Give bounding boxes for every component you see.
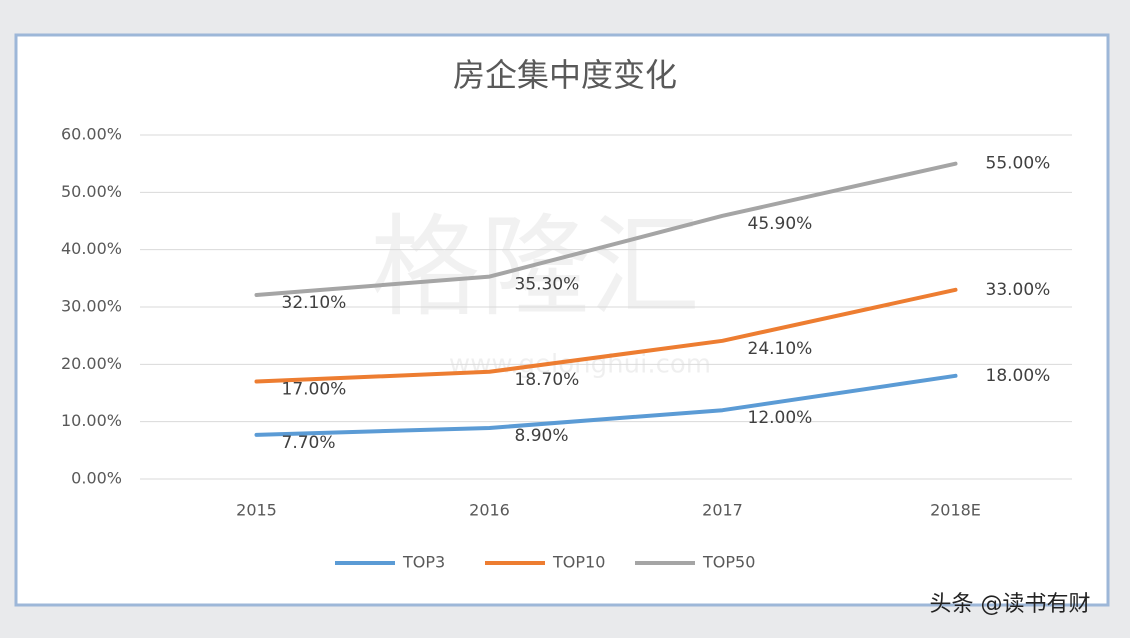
data-label: 18.70%	[515, 370, 580, 390]
legend-label: TOP10	[552, 553, 605, 572]
y-tick-label: 0.00%	[71, 469, 122, 488]
legend-label: TOP50	[702, 553, 755, 572]
line-series	[254, 287, 958, 384]
data-label: 45.90%	[748, 214, 813, 234]
data-label: 55.00%	[986, 154, 1051, 174]
data-label: 8.90%	[515, 426, 569, 446]
data-label: 12.00%	[748, 408, 813, 428]
y-tick-label: 40.00%	[61, 239, 122, 258]
y-tick-label: 30.00%	[61, 297, 122, 316]
data-label: 18.00%	[986, 366, 1051, 386]
x-tick-label: 2016	[469, 501, 510, 520]
data-label: 32.10%	[282, 293, 347, 313]
data-label: 7.70%	[282, 433, 336, 453]
y-tick-label: 60.00%	[61, 125, 122, 144]
line-series	[254, 161, 958, 297]
data-label: 17.00%	[282, 380, 347, 400]
x-tick-label: 2018E	[930, 501, 981, 520]
y-tick-label: 20.00%	[61, 354, 122, 373]
legend-label: TOP3	[402, 553, 445, 572]
watermark: 格隆汇	[370, 203, 700, 331]
y-tick-label: 10.00%	[61, 411, 122, 430]
x-tick-label: 2017	[702, 501, 743, 520]
x-tick-label: 2015	[236, 501, 277, 520]
chart-title: 房企集中度变化	[453, 56, 677, 94]
footer-credit: 头条 @读书有财	[930, 592, 1091, 617]
y-tick-label: 50.00%	[61, 182, 122, 201]
data-label: 24.10%	[748, 339, 813, 359]
data-label: 33.00%	[986, 280, 1051, 300]
chart-frame	[14, 33, 1110, 607]
line-series	[254, 373, 958, 437]
data-label: 35.30%	[515, 275, 580, 295]
